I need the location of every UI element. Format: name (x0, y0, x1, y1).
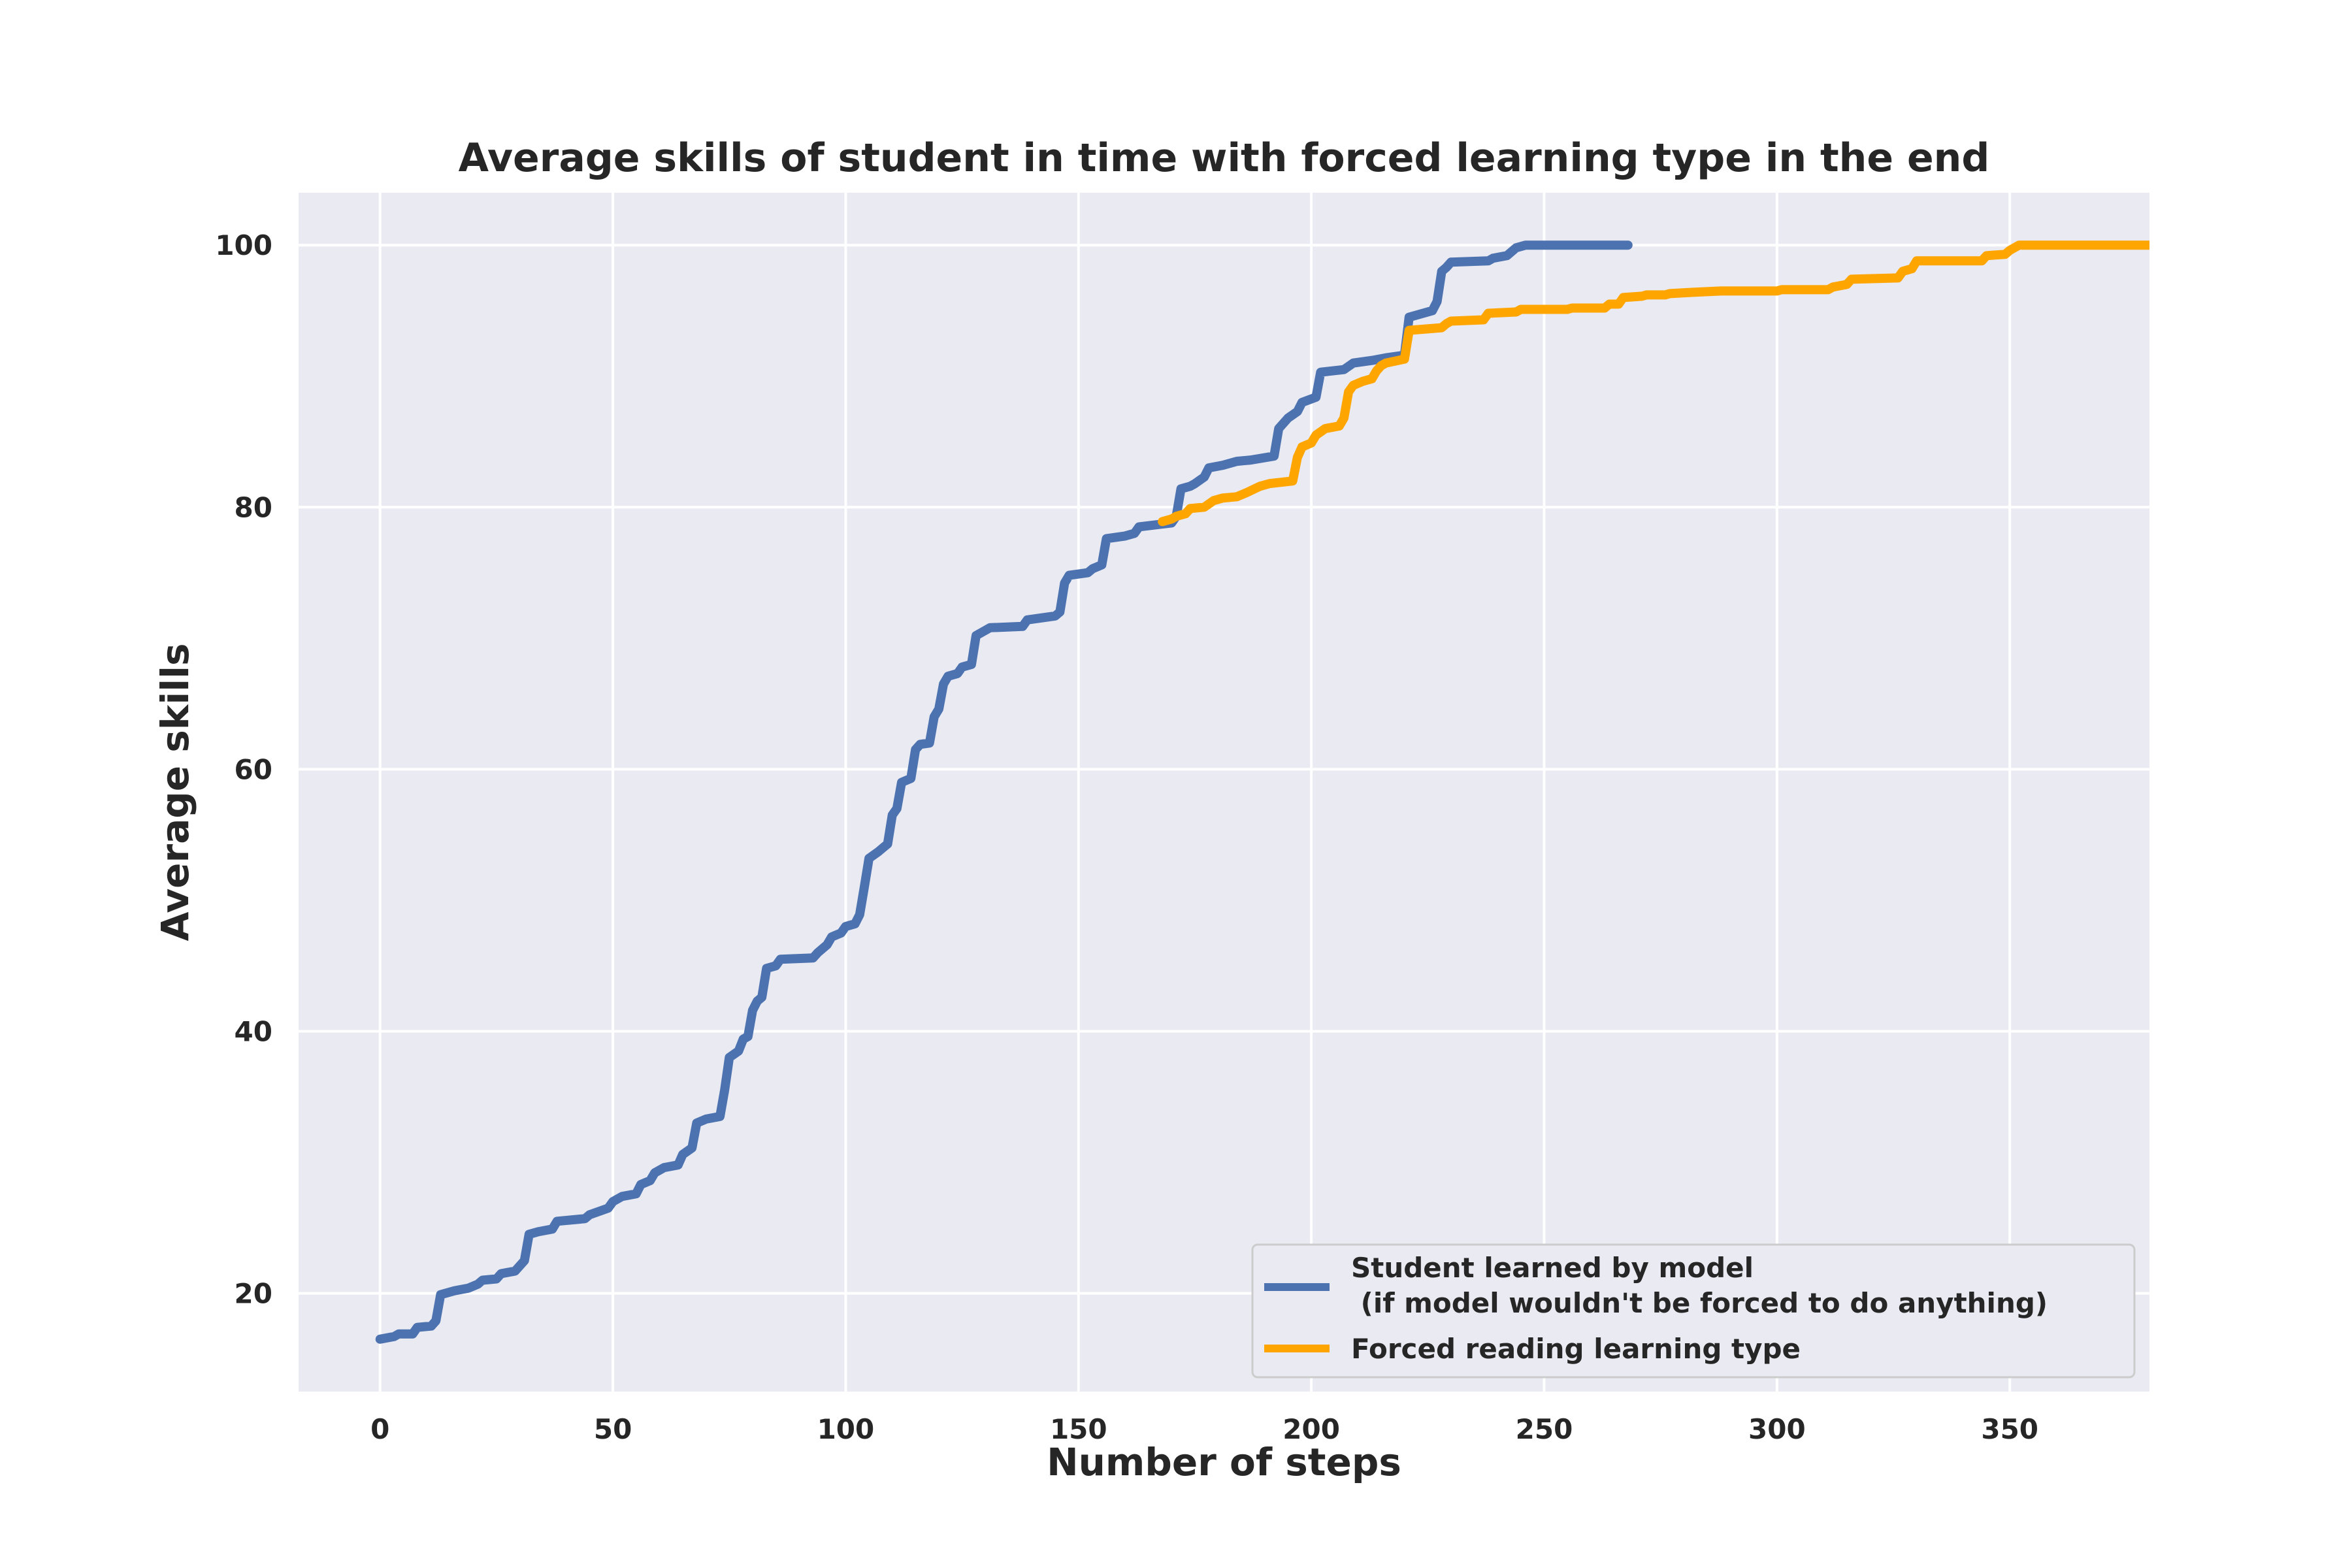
y-axis-label: Average skills (153, 643, 197, 941)
x-tick-label: 200 (1282, 1413, 1340, 1445)
legend-label-forced-reading: Forced reading learning type (1351, 1333, 1801, 1365)
x-axis-label: Number of steps (1047, 1440, 1401, 1484)
plot-area (299, 193, 2149, 1392)
series-line-student-model (375, 240, 1633, 1344)
legend-label-line: (if model wouldn't be forced to do anyth… (1351, 1287, 2048, 1319)
tick-labels: 0 50 100 150 200 250 300 350 20 40 60 80 100 (215, 229, 2038, 1445)
x-tick-label: 350 (1981, 1413, 2038, 1445)
legend-label-student-model: Student learned by model (if model would… (1351, 1252, 2048, 1319)
y-tick-label: 100 (215, 229, 272, 261)
y-tick-label: 40 (235, 1015, 272, 1047)
legend-label-line: Student learned by model (1351, 1252, 1754, 1284)
y-tick-label: 80 (235, 491, 272, 523)
x-tick-label: 0 (370, 1413, 389, 1445)
series-lines (375, 240, 2149, 1344)
grid (299, 193, 2149, 1392)
x-tick-label: 300 (1748, 1413, 1806, 1445)
x-tick-label: 250 (1516, 1413, 1573, 1445)
x-tick-label: 100 (817, 1413, 875, 1445)
y-tick-label: 60 (235, 753, 272, 785)
legend: Student learned by model (if model would… (1251, 1243, 2136, 1379)
series-line-forced-reading (1158, 240, 2149, 527)
x-tick-label: 150 (1050, 1413, 1107, 1445)
legend-box (1251, 1243, 2136, 1379)
x-tick-label: 50 (594, 1413, 632, 1445)
y-tick-label: 20 (235, 1278, 272, 1310)
chart-title: Average skills of student in time with f… (459, 135, 1990, 181)
